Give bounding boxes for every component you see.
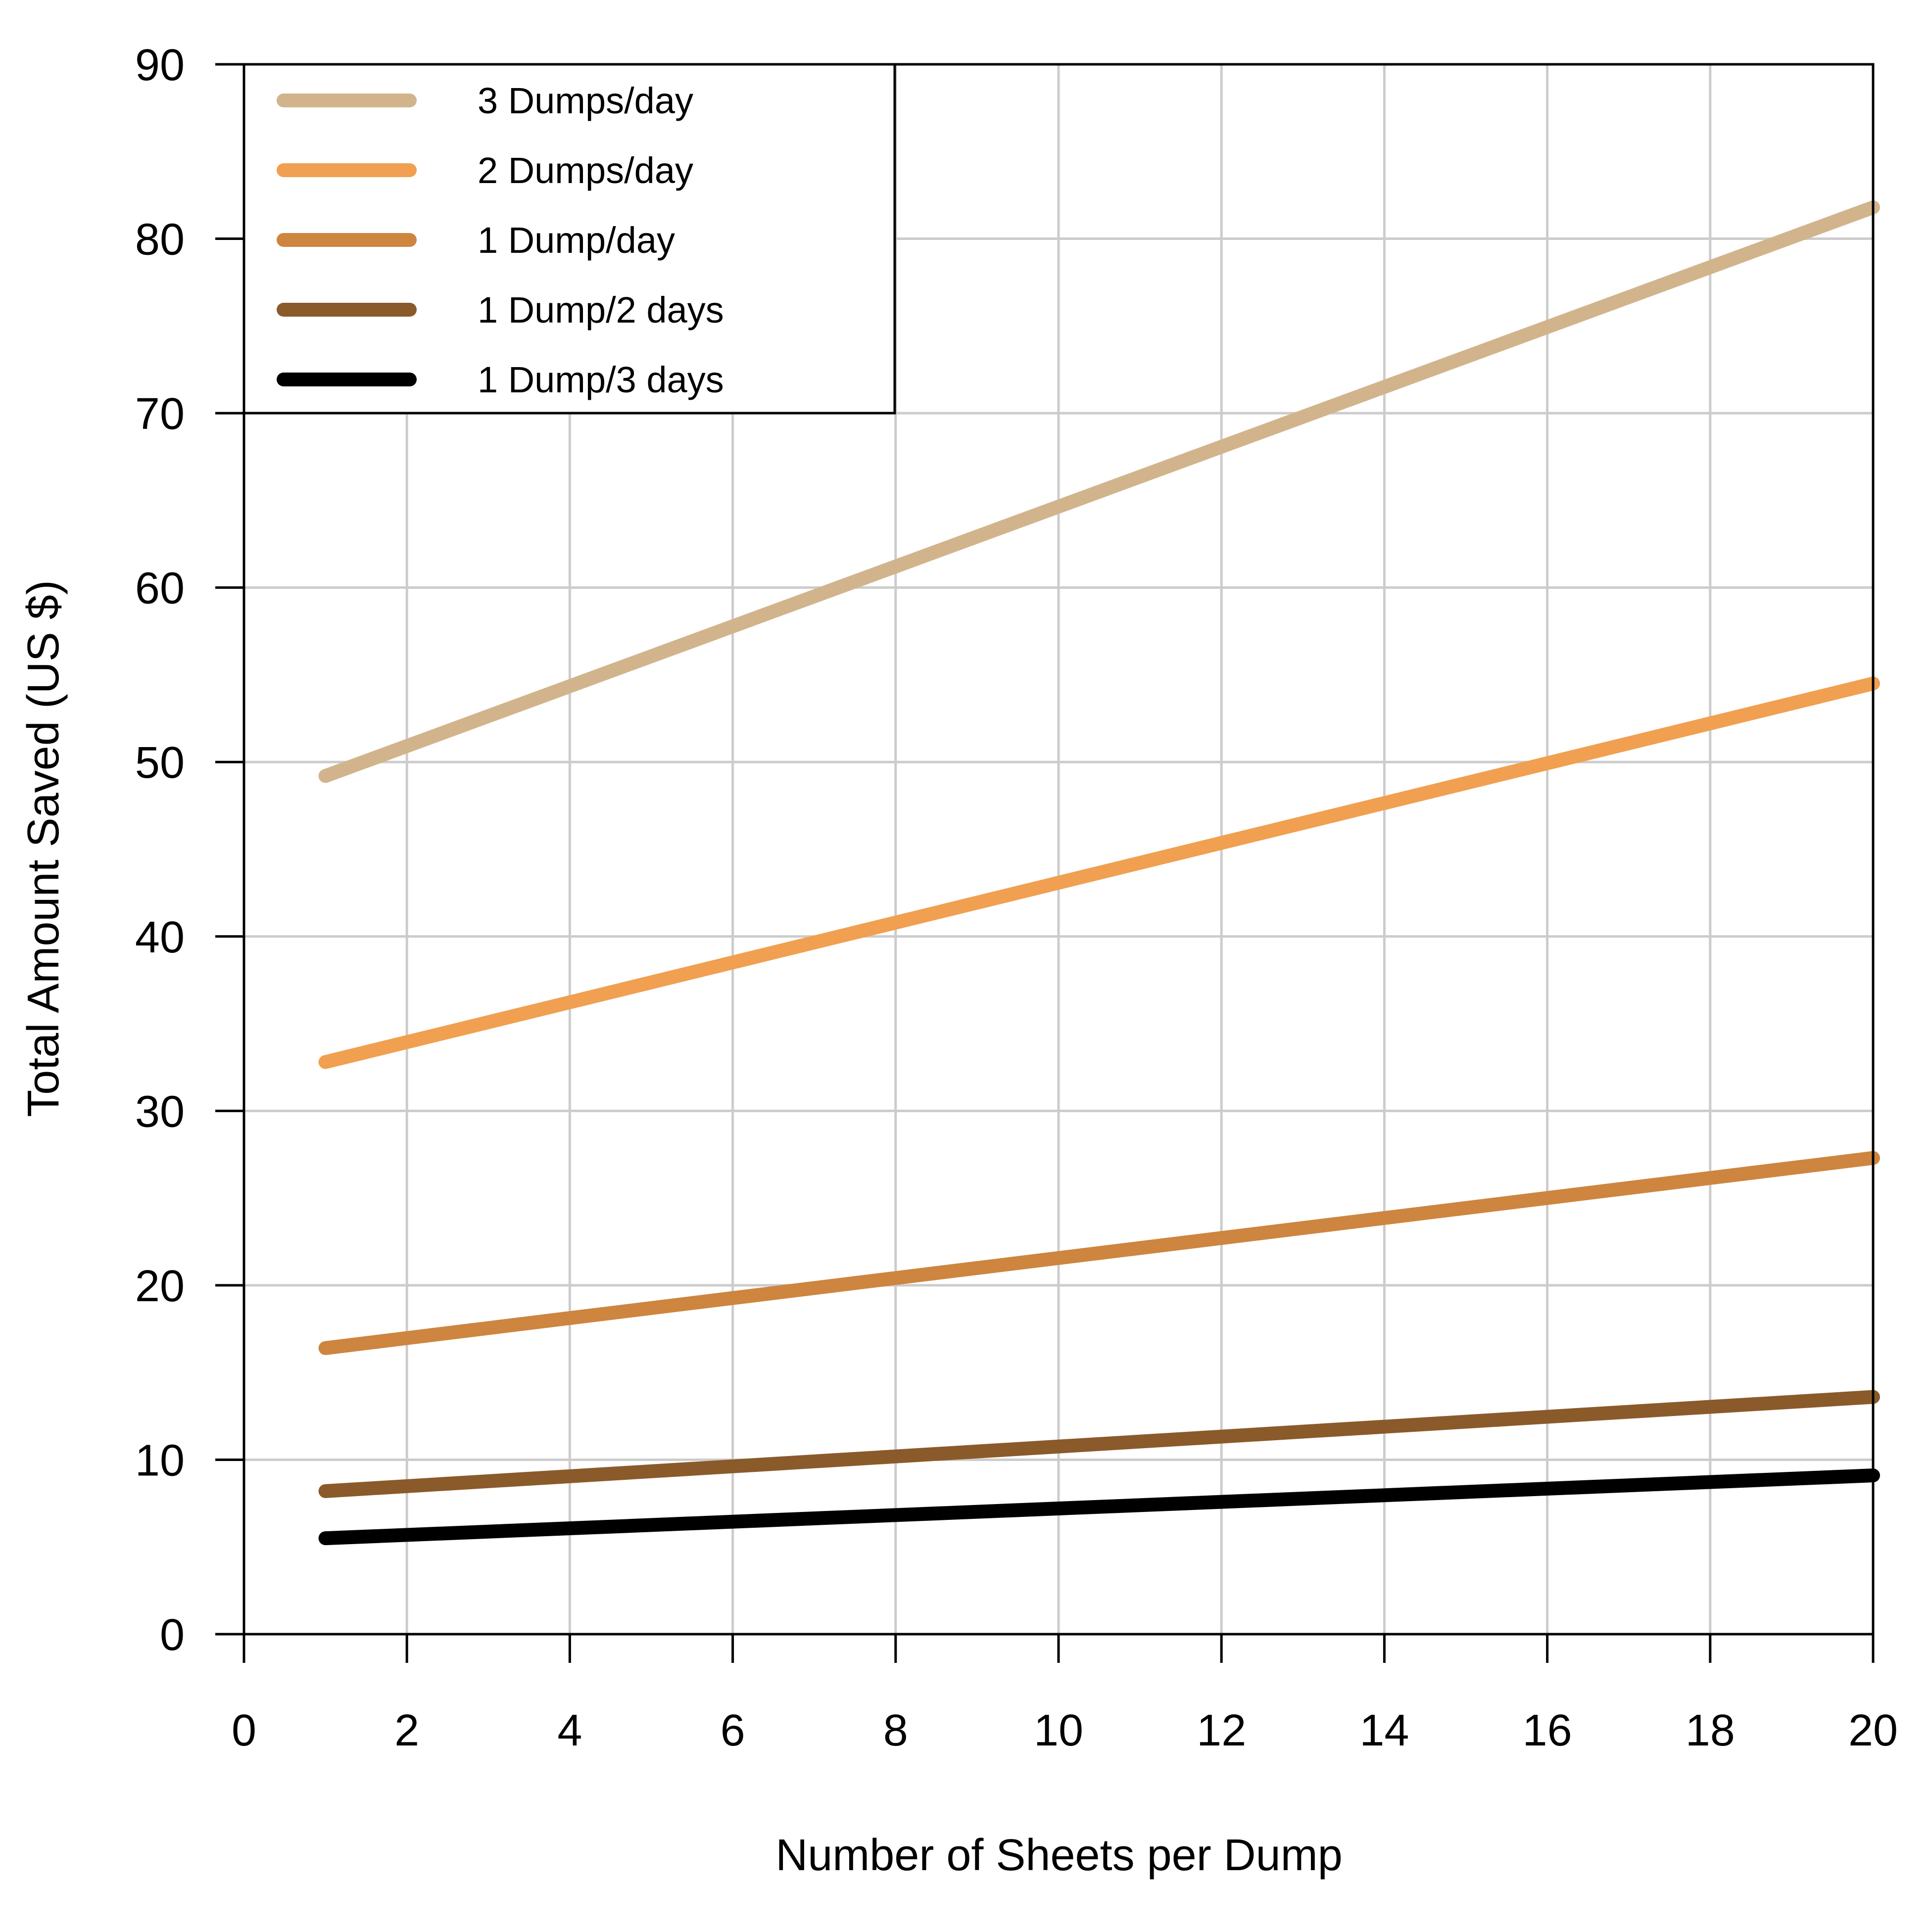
series-line bbox=[318, 1151, 1880, 1355]
x-tick-label: 20 bbox=[1848, 1706, 1898, 1755]
x-tick-label: 4 bbox=[557, 1706, 582, 1755]
y-tick-label: 90 bbox=[135, 41, 185, 90]
legend-label: 1 Dump/day bbox=[478, 220, 675, 261]
y-tick-label: 0 bbox=[160, 1610, 185, 1660]
y-tick-label: 40 bbox=[135, 913, 185, 962]
x-axis-title: Number of Sheets per Dump bbox=[775, 1831, 1343, 1880]
x-tick-label: 18 bbox=[1686, 1706, 1735, 1755]
y-tick-label: 50 bbox=[135, 738, 185, 788]
y-tick-label: 20 bbox=[135, 1262, 185, 1311]
series-line bbox=[318, 1468, 1880, 1546]
legend: 3 Dumps/day 2 Dumps/day 1 Dump/day 1 Dump/2… bbox=[242, 63, 896, 415]
series-line bbox=[318, 1390, 1880, 1498]
series-lines bbox=[318, 200, 1880, 1546]
y-tick-label: 10 bbox=[135, 1436, 185, 1485]
series-line bbox=[318, 200, 1880, 783]
legend-label: 3 Dumps/day bbox=[478, 80, 693, 121]
y-tick-label: 30 bbox=[135, 1087, 185, 1136]
axes: 0 2 4 6 8 10 12 14 16 18 20 0 10 20 30 40 50 60 70 80 90 bbox=[135, 41, 1898, 1755]
legend-label: 2 Dumps/day bbox=[478, 150, 693, 191]
x-tick-label: 10 bbox=[1034, 1706, 1083, 1755]
x-tick-label: 14 bbox=[1359, 1706, 1409, 1755]
x-tick-label: 0 bbox=[232, 1706, 256, 1755]
legend-label: 1 Dump/3 days bbox=[478, 359, 724, 400]
x-tick-label: 2 bbox=[394, 1706, 419, 1755]
series-line bbox=[318, 676, 1880, 1069]
legend-label: 1 Dump/2 days bbox=[478, 289, 724, 330]
y-tick-label: 60 bbox=[135, 564, 185, 613]
x-tick-label: 8 bbox=[883, 1706, 908, 1755]
x-tick-label: 6 bbox=[721, 1706, 745, 1755]
y-axis-title: Total Amount Saved (US $) bbox=[19, 580, 68, 1117]
x-tick-label: 12 bbox=[1197, 1706, 1246, 1755]
x-tick-label: 16 bbox=[1523, 1706, 1572, 1755]
y-tick-label: 80 bbox=[135, 215, 185, 265]
y-tick-label: 70 bbox=[135, 389, 185, 439]
